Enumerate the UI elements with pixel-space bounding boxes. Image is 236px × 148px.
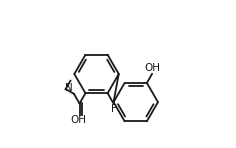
Text: N: N — [65, 83, 72, 93]
Text: OH: OH — [144, 63, 160, 73]
Text: F: F — [111, 104, 117, 114]
Text: OH: OH — [71, 115, 87, 125]
